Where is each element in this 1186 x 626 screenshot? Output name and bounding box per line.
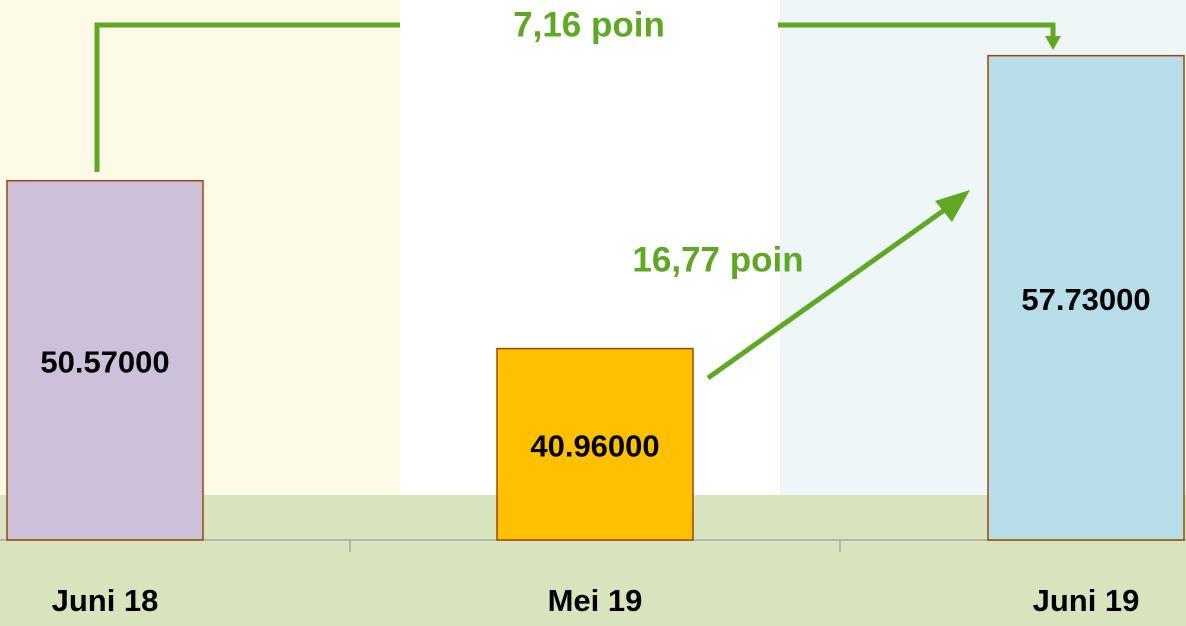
arrow-line [706, 203, 952, 381]
bar [6, 179, 204, 541]
value-label: 50.57000 [40, 345, 169, 380]
arrow-line [94, 22, 400, 172]
value-label: 57.73000 [1021, 282, 1150, 317]
arrow-head [935, 190, 970, 222]
x-tick-label: Juni 19 [1033, 583, 1140, 618]
x-tick-label: Mei 19 [548, 583, 643, 618]
bar [987, 54, 1185, 541]
x-tick-label: Juni 18 [52, 583, 159, 618]
annotation: 16,77 poin [632, 240, 803, 279]
bars [6, 54, 1185, 541]
arrow-line [778, 22, 1056, 38]
arrow [94, 22, 1056, 381]
annotation: 7,16 poin [513, 5, 665, 44]
value-label: 40.96000 [530, 428, 659, 463]
arrow-head [1045, 36, 1061, 50]
bar [496, 347, 694, 541]
